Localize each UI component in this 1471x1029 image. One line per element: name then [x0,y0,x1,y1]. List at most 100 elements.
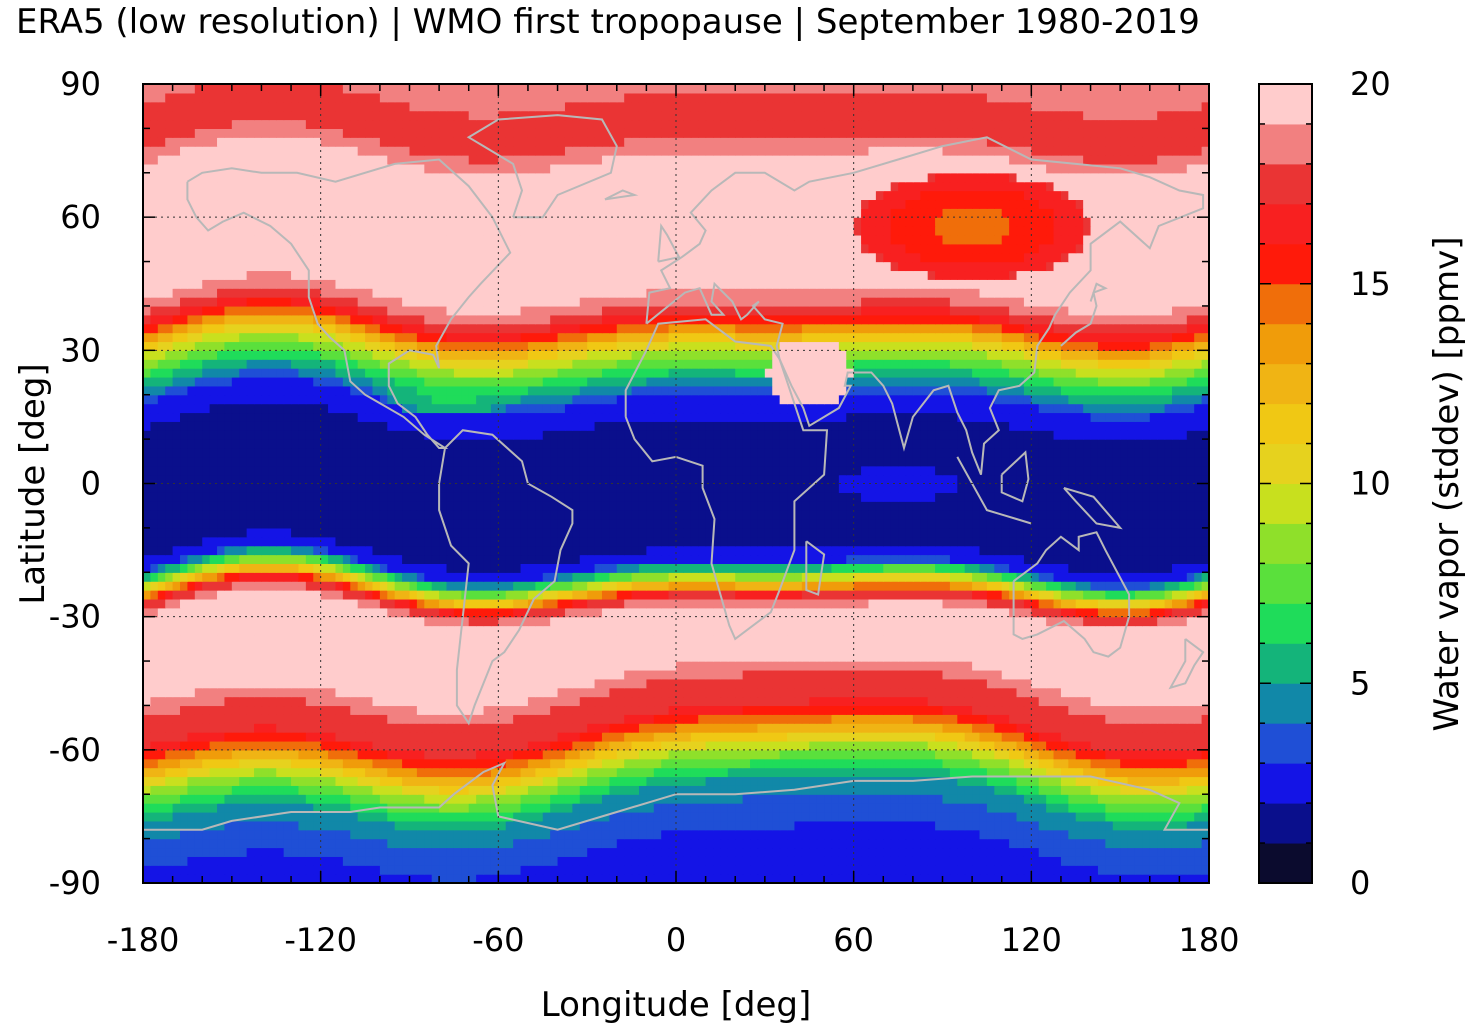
heatmap-cell [698,669,707,680]
heatmap-cell [490,607,499,618]
heatmap-cell [809,856,818,866]
heatmap-cell [150,616,159,627]
heatmap-cell [816,687,825,698]
heatmap-cell [638,794,647,804]
heatmap-cell [1186,803,1195,813]
heatmap-cell [1201,732,1209,742]
heatmap-cell [180,874,189,883]
heatmap-cell [1194,625,1203,636]
heatmap-cell [935,820,944,831]
heatmap-cell [757,874,766,883]
heatmap-cell [194,865,203,875]
heatmap-cell [1127,749,1136,760]
heatmap-cell [846,661,855,671]
heatmap-cell [387,732,396,742]
heatmap-cell [239,652,248,662]
heatmap-cell [905,616,914,627]
heatmap-cell [1149,661,1158,671]
heatmap-cell [1164,661,1173,671]
heatmap-cell [535,687,544,698]
heatmap-cell [409,669,418,680]
heatmap-cell [1120,607,1129,618]
heatmap-cell [764,785,773,795]
heatmap-cell [668,634,677,644]
heatmap-cell [564,598,573,609]
heatmap-cell [379,838,388,849]
heatmap-cell [468,625,477,636]
heatmap-cell [416,705,425,715]
heatmap-cell [490,652,499,662]
heatmap-cell [572,785,581,795]
heatmap-cell [180,865,189,875]
heatmap-cell [335,598,344,609]
heatmap-cell [750,847,759,857]
heatmap-cell [246,607,255,618]
heatmap-cell [498,661,507,671]
heatmap-cell [750,803,759,813]
heatmap-cell [394,785,403,795]
heatmap-cell [587,856,596,866]
heatmap-cell [601,732,610,742]
heatmap-cell [165,829,174,840]
heatmap-cell [165,847,174,857]
heatmap-cell [587,829,596,840]
heatmap-cell [157,661,166,671]
heatmap-cell [409,572,418,582]
heatmap-cell [409,634,418,644]
heatmap-cell [705,776,714,786]
heatmap-cell [305,865,314,875]
heatmap-cell [439,740,448,751]
heatmap-cell [846,652,855,662]
heatmap-cell [1134,856,1143,866]
heatmap-cell [283,590,292,600]
heatmap-cell [631,740,640,751]
heatmap-cell [305,634,314,644]
heatmap-cell [276,874,285,883]
heatmap-cell [979,607,988,618]
heatmap-cell [1112,749,1121,760]
heatmap-cell [601,581,610,591]
heatmap-cell [1186,669,1195,680]
heatmap-cell [572,714,581,724]
heatmap-cell [949,838,958,849]
heatmap-cell [1016,829,1025,840]
heatmap-cell [964,829,973,840]
heatmap-cell [1142,749,1151,760]
heatmap-cell [638,838,647,849]
heatmap-cell [283,758,292,769]
heatmap-cell [342,820,351,831]
heatmap-cell [1001,661,1010,671]
heatmap-cell [890,740,899,751]
heatmap-cell [668,847,677,857]
heatmap-cell [1060,785,1069,795]
heatmap-cell [986,820,995,831]
heatmap-cell [513,811,522,822]
heatmap-cell [698,811,707,822]
heatmap-cell [683,607,692,618]
heatmap-cell [809,705,818,715]
heatmap-cell [853,634,862,644]
heatmap-cell [224,874,233,883]
heatmap-cell [513,625,522,636]
heatmap-cell [372,669,381,680]
heatmap-cell [402,661,411,671]
heatmap-cell [846,749,855,760]
heatmap-cell [727,687,736,698]
heatmap-cell [742,705,751,715]
heatmap-cell [949,803,958,813]
heatmap-cell [1179,794,1188,804]
heatmap-cell [1164,874,1173,883]
heatmap-cell [720,607,729,618]
heatmap-cell [1201,625,1209,636]
heatmap-cell [757,625,766,636]
heatmap-cell [261,705,270,715]
heatmap-cell [994,874,1003,883]
heatmap-cell [261,581,270,591]
heatmap-cell [1112,634,1121,644]
heatmap-cell [1194,829,1203,840]
heatmap-cell [572,767,581,778]
heatmap-cell [794,803,803,813]
heatmap-cell [920,811,929,822]
heatmap-cell [935,625,944,636]
heatmap-cell [342,732,351,742]
